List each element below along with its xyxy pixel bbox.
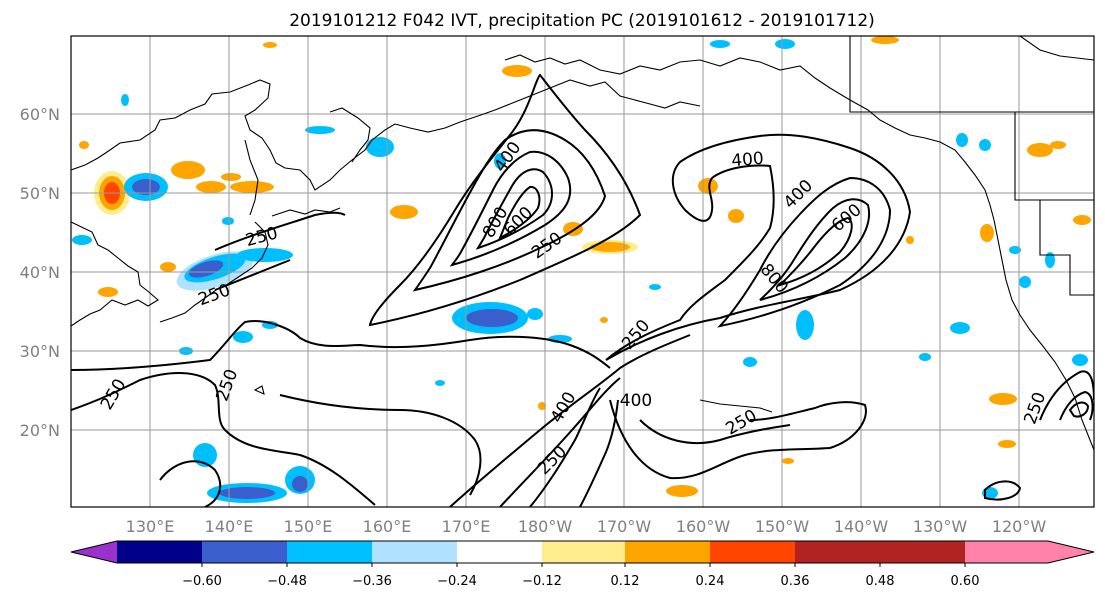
precip-negative-anomalies — [72, 39, 1088, 503]
lon-label: 180°W — [518, 517, 573, 536]
precip-positive-anomalies — [79, 36, 1091, 497]
colorbar-tick-label: 0.60 — [951, 574, 980, 589]
colorbar-segment — [795, 541, 880, 563]
map-area — [71, 36, 1094, 507]
ivt-contours — [71, 73, 1094, 507]
colorbar-tick-label: −0.24 — [437, 574, 477, 589]
map-frame — [70, 35, 1095, 508]
lon-label: 160°W — [676, 517, 731, 536]
colorbar-segment — [457, 541, 542, 563]
colorbar-tick-label: 0.12 — [611, 574, 640, 589]
lon-label: 150°E — [284, 517, 333, 536]
contour-label: 400 — [620, 391, 652, 411]
colorbar-tick-label: −0.36 — [352, 574, 392, 589]
colorbar-tick-label: −0.48 — [267, 574, 307, 589]
colorbar-outline — [70, 540, 1095, 564]
lon-label: 120°W — [992, 517, 1047, 536]
precipitation-shading — [72, 36, 1091, 503]
colorbar-segment — [202, 541, 287, 563]
lat-label: 40°N — [20, 263, 60, 282]
longitude-labels: 130°E 140°E 150°E 160°E 170°E 180°W 170°… — [126, 517, 1047, 536]
map-title: 2019101212 F042 IVT, precipitation PC (2… — [289, 11, 875, 31]
coastlines — [71, 36, 1094, 451]
colorbar-tick-label: 0.24 — [696, 574, 725, 589]
lat-label: 50°N — [20, 184, 60, 203]
lon-label: 140°E — [205, 517, 254, 536]
lat-label: 60°N — [20, 105, 60, 124]
colorbar-segment — [117, 541, 202, 563]
colorbar-segment — [625, 541, 710, 563]
colorbar-extend-high — [965, 541, 1094, 563]
colorbar-segment — [542, 541, 625, 563]
lon-label: 170°E — [442, 517, 491, 536]
colorbar-extend-low — [71, 541, 117, 563]
colorbar: −0.60 −0.48 −0.36 −0.24 −0.12 0.12 0.24 … — [70, 540, 1095, 589]
colorbar-segment — [710, 541, 795, 563]
latitude-labels: 60°N 50°N 40°N 30°N 20°N — [20, 105, 60, 440]
lon-label: 150°W — [755, 517, 810, 536]
contour-label: 400 — [731, 149, 765, 172]
colorbar-tick-label: −0.60 — [182, 574, 222, 589]
colorbar-segment — [287, 541, 372, 563]
colorbar-ticks — [201, 563, 966, 567]
lon-label: 130°W — [913, 517, 968, 536]
colorbar-segment — [880, 541, 965, 563]
lat-label: 20°N — [20, 421, 60, 440]
colorbar-tick-label: −0.12 — [522, 574, 562, 589]
lon-label: 140°W — [834, 517, 889, 536]
colorbar-tick-label: 0.48 — [866, 574, 895, 589]
colorbar-segment — [372, 541, 457, 563]
lon-label: 160°E — [363, 517, 412, 536]
lon-label: 170°W — [597, 517, 652, 536]
lon-label: 130°E — [126, 517, 175, 536]
lat-label: 30°N — [20, 342, 60, 361]
colorbar-tick-label: 0.36 — [781, 574, 810, 589]
